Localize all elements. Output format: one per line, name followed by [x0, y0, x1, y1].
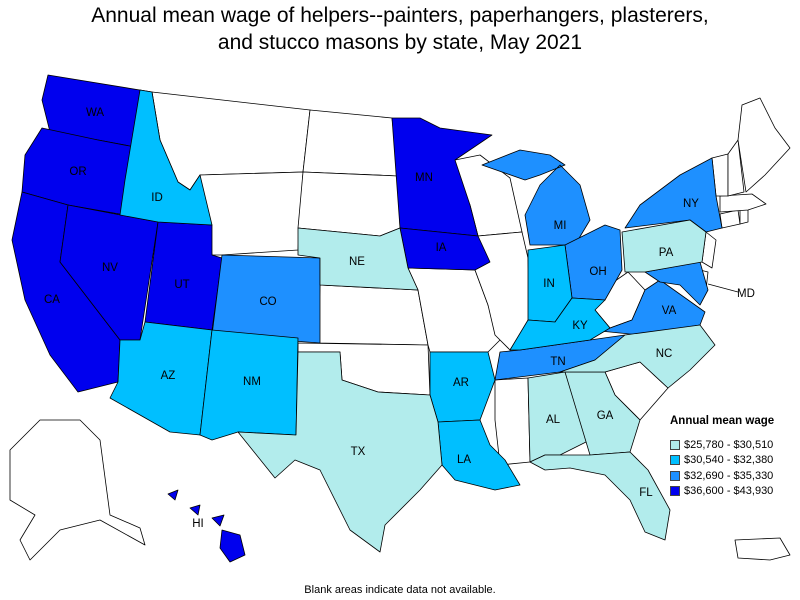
state-fl[interactable] — [529, 451, 671, 541]
state-id[interactable] — [119, 89, 213, 226]
legend-item: $32,690 - $35,330 — [670, 468, 798, 484]
title-line-1: Annual mean wage of helpers--painters, p… — [91, 4, 709, 27]
legend-label: $36,600 - $43,930 — [684, 485, 774, 498]
legend-label: $30,540 - $32,380 — [684, 454, 774, 467]
label-la: LA — [457, 454, 471, 466]
label-co: CO — [259, 296, 276, 308]
legend-swatch — [670, 486, 680, 497]
label-fl: FL — [639, 487, 653, 499]
state-ne[interactable] — [297, 227, 419, 291]
legend-item: $36,600 - $43,930 — [670, 484, 798, 500]
state-ct[interactable] — [719, 209, 741, 229]
label-ia: IA — [436, 242, 447, 254]
label-nv: NV — [102, 262, 118, 274]
label-ky: KY — [572, 320, 588, 332]
label-tx: TX — [351, 446, 366, 458]
territory-pr[interactable] — [734, 537, 791, 561]
state-ak[interactable] — [9, 419, 146, 561]
state-ny[interactable] — [624, 157, 723, 233]
state-mi[interactable] — [481, 149, 591, 246]
state-nh[interactable] — [727, 139, 745, 197]
no-data-states — [9, 91, 791, 561]
label-ny: NY — [683, 198, 699, 210]
label-md: MD — [737, 288, 755, 300]
label-ga: GA — [597, 410, 614, 422]
state-hi[interactable] — [167, 489, 246, 563]
legend-label: $25,780 - $30,510 — [684, 438, 774, 451]
state-nd[interactable] — [302, 109, 399, 177]
legend-title: Annual mean wage — [670, 415, 775, 427]
state-ut[interactable] — [144, 221, 223, 331]
state-la[interactable] — [437, 419, 521, 491]
tier-3-states — [211, 149, 723, 381]
state-ky[interactable] — [509, 297, 611, 351]
label-hi: HI — [192, 518, 204, 530]
label-or: OR — [69, 166, 86, 178]
label-mn: MN — [415, 172, 433, 184]
legend-swatch — [670, 455, 680, 466]
state-labels: WA OR CA NV UT ID AZ NM CO NE TX MN IA A… — [44, 107, 755, 530]
label-nm: NM — [243, 376, 261, 388]
label-oh: OH — [589, 266, 606, 278]
legend-swatch — [670, 439, 680, 450]
md-leader-line — [707, 283, 739, 293]
legend-label: $32,690 - $35,330 — [684, 469, 774, 482]
label-ut: UT — [174, 279, 189, 291]
label-nc: NC — [656, 348, 673, 360]
tier-2-states — [109, 89, 611, 491]
label-az: AZ — [161, 370, 176, 382]
label-id: ID — [151, 192, 163, 204]
state-ma[interactable] — [719, 193, 767, 213]
tier-4-states — [11, 74, 493, 563]
state-sd[interactable] — [297, 171, 401, 237]
footnote: Blank areas indicate data not available. — [304, 584, 496, 596]
map-title: Annual mean wage of helpers--painters, p… — [0, 2, 800, 56]
label-wa: WA — [86, 107, 104, 119]
label-pa: PA — [659, 247, 674, 259]
label-in: IN — [543, 278, 555, 290]
state-me[interactable] — [737, 97, 791, 193]
state-tx[interactable] — [237, 351, 443, 553]
state-pa[interactable] — [621, 219, 707, 273]
label-ca: CA — [44, 294, 60, 306]
label-ne: NE — [349, 256, 365, 268]
legend-swatch — [670, 470, 680, 481]
title-line-2: and stucco masons by state, May 2021 — [217, 31, 583, 54]
state-wy[interactable] — [199, 171, 304, 256]
state-ks[interactable] — [317, 284, 429, 346]
label-al: AL — [546, 414, 561, 426]
state-ms[interactable] — [494, 377, 531, 466]
state-nc[interactable] — [559, 324, 716, 389]
label-ar: AR — [453, 377, 469, 389]
state-ri[interactable] — [739, 209, 749, 225]
label-mi: MI — [554, 220, 567, 232]
state-co[interactable] — [211, 254, 321, 344]
legend-item: $30,540 - $32,380 — [670, 453, 798, 469]
legend-item: $25,780 - $30,510 — [670, 437, 798, 453]
label-va: VA — [662, 305, 677, 317]
legend: Annual mean wage $25,780 - $30,510 $30,5… — [670, 415, 798, 499]
tier-1-states — [237, 219, 716, 553]
label-tn: TN — [550, 356, 565, 368]
